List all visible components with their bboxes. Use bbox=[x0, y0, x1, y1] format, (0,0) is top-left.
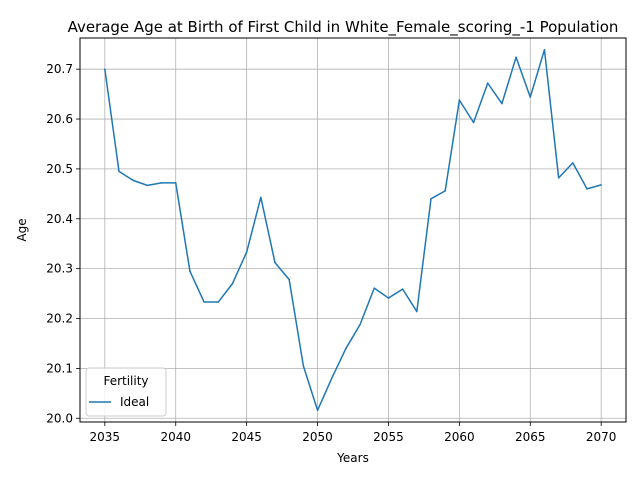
data-point bbox=[430, 198, 432, 200]
data-point bbox=[146, 184, 149, 187]
x-tick-label: 2055 bbox=[373, 430, 404, 444]
y-tick-label: 20.4 bbox=[46, 212, 73, 226]
x-axis-label: Years bbox=[336, 451, 369, 465]
data-point bbox=[600, 184, 602, 186]
data-point bbox=[104, 68, 106, 70]
data-point bbox=[260, 196, 262, 199]
x-tick-label: 2040 bbox=[160, 430, 191, 444]
data-point bbox=[118, 170, 120, 173]
data-point bbox=[245, 251, 248, 253]
series-line-ideal bbox=[104, 48, 602, 412]
data-point bbox=[203, 301, 205, 303]
y-axis-ticks: 20.0 20.1 20.2 20.3 20.4 20.5 20.6 20.7 bbox=[46, 62, 80, 425]
data-point bbox=[416, 310, 418, 313]
data-point bbox=[373, 287, 376, 289]
data-point bbox=[189, 270, 191, 272]
data-point bbox=[557, 177, 560, 179]
data-point bbox=[316, 409, 319, 412]
data-point bbox=[132, 179, 134, 182]
data-point bbox=[359, 323, 361, 326]
grid-lines bbox=[80, 38, 626, 422]
legend-entry-ideal: Ideal bbox=[120, 395, 149, 409]
data-point bbox=[444, 190, 446, 192]
data-point bbox=[501, 102, 503, 105]
y-tick-label: 20.6 bbox=[46, 112, 73, 126]
y-tick-label: 20.3 bbox=[46, 262, 73, 276]
data-point bbox=[586, 188, 588, 190]
series-layer bbox=[104, 48, 602, 412]
x-tick-label: 2065 bbox=[515, 430, 546, 444]
data-point bbox=[401, 288, 404, 290]
data-point bbox=[486, 82, 489, 84]
x-tick-label: 2050 bbox=[302, 430, 333, 444]
y-tick-label: 20.0 bbox=[46, 411, 73, 425]
y-tick-label: 20.2 bbox=[46, 312, 73, 326]
x-tick-label: 2060 bbox=[444, 430, 475, 444]
legend-box bbox=[85, 367, 167, 417]
data-point bbox=[217, 301, 220, 303]
data-point bbox=[572, 162, 574, 164]
legend-title: Fertility bbox=[103, 374, 148, 388]
data-point bbox=[288, 278, 290, 281]
x-axis-ticks: 2035 2040 2045 2050 2055 2060 2065 2070 bbox=[90, 422, 617, 444]
data-point bbox=[330, 377, 333, 380]
data-point bbox=[302, 365, 305, 367]
data-point bbox=[515, 56, 517, 58]
y-tick-label: 20.7 bbox=[46, 62, 73, 76]
data-point bbox=[345, 347, 347, 350]
data-point bbox=[472, 121, 475, 124]
chart-title: Average Age at Birth of First Child in W… bbox=[68, 18, 619, 37]
x-tick-label: 2070 bbox=[586, 430, 617, 444]
x-tick-label: 2045 bbox=[231, 430, 262, 444]
legend: Fertility Ideal bbox=[85, 367, 167, 417]
data-point bbox=[387, 297, 390, 299]
data-point bbox=[458, 99, 461, 101]
plot-area-frame bbox=[79, 37, 627, 423]
y-axis-label: Age bbox=[15, 218, 29, 241]
data-point bbox=[529, 96, 532, 98]
x-tick-label: 2035 bbox=[90, 430, 121, 444]
data-point bbox=[543, 48, 546, 51]
y-tick-label: 20.1 bbox=[46, 361, 73, 375]
data-point bbox=[160, 182, 163, 184]
data-point bbox=[174, 182, 177, 184]
data-point bbox=[231, 282, 234, 285]
data-point bbox=[274, 261, 276, 264]
y-tick-label: 20.5 bbox=[46, 162, 73, 176]
